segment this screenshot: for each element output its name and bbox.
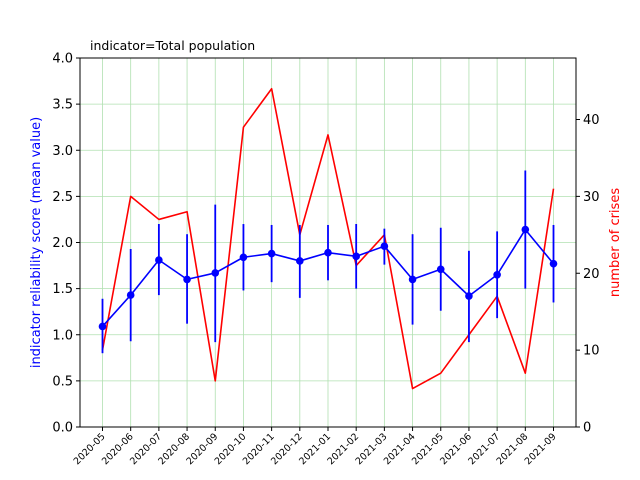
y-tick-label: 3.0: [52, 144, 73, 159]
y2-tick-label: 40: [583, 113, 600, 128]
y2-tick-label: 20: [583, 267, 600, 282]
y-tick-label: 4.0: [52, 52, 73, 67]
series-reliability: [98, 170, 558, 354]
reliability-point: [267, 249, 276, 258]
y-tick-label: 0.0: [52, 421, 73, 436]
series-crises: [101, 87, 555, 390]
y-axis-title: indicator reliability score (mean value): [29, 117, 44, 368]
reliability-point: [521, 225, 530, 234]
reliability-point: [155, 256, 163, 264]
y-tick-label: 2.0: [52, 236, 73, 251]
reliability-point: [352, 252, 360, 261]
reliability-point: [493, 270, 501, 279]
chart-title: indicator=Total population: [90, 38, 255, 53]
y-tick-label: 1.0: [52, 328, 73, 343]
y2-tick-label: 30: [583, 190, 600, 205]
y2-tick-label: 0: [583, 421, 591, 436]
reliability-point: [211, 269, 220, 277]
reliability-point: [549, 259, 558, 268]
y-tick-label: 1.5: [52, 282, 73, 297]
reliability-point: [436, 265, 445, 274]
y-axis-ticks: 0.0 0.5 1.0 1.5 2.0 2.5 3.0 3.5 4.0: [52, 52, 80, 436]
x-axis-ticks: 2020-052020-062020-072020-082020-092020-…: [72, 427, 559, 467]
reliability-point: [183, 275, 191, 284]
x-tick-label: 2021-09: [523, 431, 559, 467]
crises-line: [101, 87, 555, 390]
reliability-point: [126, 291, 135, 299]
reliability-point: [465, 292, 473, 300]
y2-axis-title: number of crises: [608, 188, 623, 297]
y-tick-label: 2.5: [52, 190, 73, 205]
reliability-point: [296, 257, 304, 265]
plot-frame: [79, 57, 577, 428]
reliability-point: [324, 248, 332, 257]
reliability-point: [408, 275, 417, 284]
y2-tick-label: 10: [583, 344, 600, 359]
y2-axis-ticks: 0 10 20 30 40: [576, 113, 600, 436]
y-tick-label: 3.5: [52, 98, 73, 113]
y-tick-label: 0.5: [52, 374, 73, 389]
reliability-point: [98, 322, 107, 331]
reliability-point: [380, 242, 389, 250]
reliability-point: [239, 253, 248, 262]
